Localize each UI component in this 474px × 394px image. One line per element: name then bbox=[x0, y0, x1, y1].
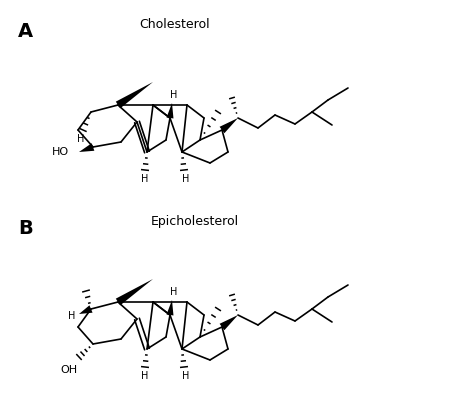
Text: A: A bbox=[18, 22, 33, 41]
Text: Epicholesterol: Epicholesterol bbox=[151, 215, 239, 228]
Text: HO: HO bbox=[52, 147, 69, 157]
Polygon shape bbox=[116, 279, 153, 305]
Text: H: H bbox=[68, 311, 75, 321]
Polygon shape bbox=[166, 300, 173, 316]
Text: OH: OH bbox=[61, 365, 78, 375]
Text: B: B bbox=[18, 219, 33, 238]
Text: H: H bbox=[141, 174, 149, 184]
Text: H: H bbox=[141, 371, 149, 381]
Text: H: H bbox=[77, 134, 85, 144]
Polygon shape bbox=[166, 103, 173, 119]
Text: H: H bbox=[182, 371, 190, 381]
Polygon shape bbox=[219, 315, 238, 330]
Text: Cholesterol: Cholesterol bbox=[140, 18, 210, 31]
Polygon shape bbox=[79, 305, 92, 314]
Polygon shape bbox=[79, 143, 94, 152]
Polygon shape bbox=[219, 118, 238, 133]
Text: H: H bbox=[170, 90, 178, 100]
Text: H: H bbox=[182, 174, 190, 184]
Text: H: H bbox=[170, 287, 178, 297]
Polygon shape bbox=[116, 82, 153, 108]
